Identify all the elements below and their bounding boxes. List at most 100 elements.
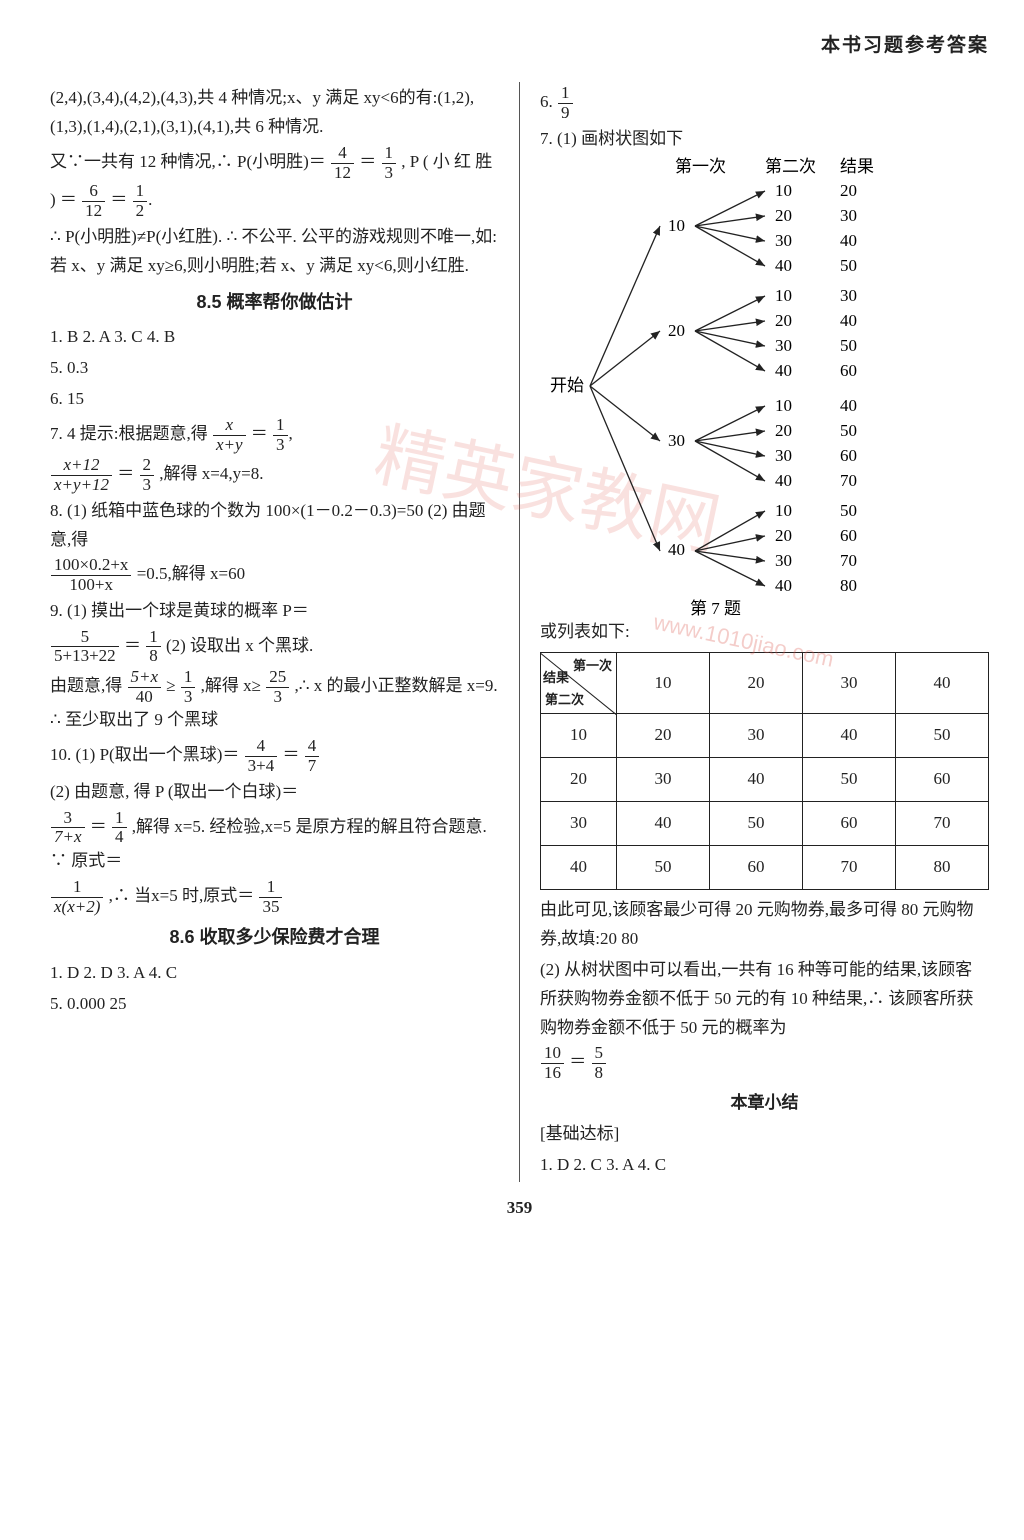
s85-a10a: 10. (1) P(取出一个黑球)＝ 43+4 ＝ 47 — [50, 737, 499, 775]
left-p3: ∴ P(小明胜)≠P(小红胜). ∴ 不公平. 公平的游戏规则不唯一,如:若 x… — [50, 223, 499, 281]
svg-text:20: 20 — [840, 181, 857, 200]
svg-text:70: 70 — [840, 551, 857, 570]
r-after2-frac: 1016 ＝ 58 — [540, 1044, 989, 1082]
table-row: 4050607080 — [541, 846, 989, 890]
svg-text:40: 40 — [668, 540, 685, 559]
tree-hdr1: 第一次 — [675, 157, 726, 176]
svg-text:30: 30 — [775, 446, 792, 465]
page-number: 359 — [50, 1194, 989, 1223]
txt: ,∴ 当x=5 时,原式＝ — [109, 886, 255, 905]
svg-text:40: 40 — [840, 311, 857, 330]
frac: 1x(x+2) — [51, 878, 103, 916]
frac: 43+4 — [245, 737, 278, 775]
svg-text:40: 40 — [775, 576, 792, 595]
svg-text:10: 10 — [668, 216, 685, 235]
s85-a6: 6. 15 — [50, 385, 499, 414]
tree-diagram: 第一次 第二次 结果 开始 10 1020 2030 3040 4050 20 … — [540, 156, 900, 616]
col-h: 10 — [617, 653, 710, 714]
txt: (2) 从树状图中可以看出,一共有 16 种等可能的结果,该顾客所获购物券金额不… — [540, 960, 974, 1037]
diag-bot: 第二次 — [545, 689, 584, 711]
svg-text:20: 20 — [775, 206, 792, 225]
svg-text:40: 40 — [775, 361, 792, 380]
txt: 7. 4 提示:根据题意,得 — [50, 424, 208, 443]
txt: 6. — [540, 92, 557, 111]
frac: 612 — [82, 182, 105, 220]
s85-a8b: 100×0.2+x100+x =0.5,解得 x=60 — [50, 556, 499, 594]
frac: 37+x — [51, 809, 85, 847]
svg-text:70: 70 — [840, 471, 857, 490]
svg-text:30: 30 — [668, 431, 685, 450]
s85-a7: 7. 4 提示:根据题意,得 xx+y ＝ 13, — [50, 416, 499, 454]
svg-text:60: 60 — [840, 446, 857, 465]
svg-text:20: 20 — [668, 321, 685, 340]
svg-text:40: 40 — [840, 231, 857, 250]
svg-text:20: 20 — [775, 526, 792, 545]
svg-text:60: 60 — [840, 361, 857, 380]
frac: 253 — [266, 668, 289, 706]
r-after1: 由此可见,该顾客最少可得 20 元购物券,最多可得 80 元购物券,故填:20 … — [540, 896, 989, 954]
svg-text:30: 30 — [775, 551, 792, 570]
probability-table: 第一次 结果 第二次 10 20 30 40 1020304050 203040… — [540, 652, 989, 890]
s85-a8: 8. (1) 纸箱中蓝色球的个数为 100×(1－0.2－0.3)=50 (2)… — [50, 497, 499, 555]
summary-a1: 1. D 2. C 3. A 4. C — [540, 1151, 989, 1180]
frac: 5+x40 — [128, 668, 162, 706]
svg-text:30: 30 — [775, 231, 792, 250]
svg-text:10: 10 — [775, 181, 792, 200]
frac: 100×0.2+x100+x — [51, 556, 131, 594]
svg-text:50: 50 — [840, 256, 857, 275]
svg-text:50: 50 — [840, 501, 857, 520]
svg-text:50: 50 — [840, 421, 857, 440]
s85-a10b: (2) 由题意, 得 P (取出一个白球)＝ — [50, 778, 499, 807]
frac: 12 — [133, 182, 148, 220]
txt: 又∵一共有 12 种情况,∴ P(小明胜)＝ — [50, 152, 326, 171]
summary-sub: [基础达标] — [540, 1120, 989, 1149]
col-h: 30 — [803, 653, 896, 714]
txt: ,解得 x=4,y=8. — [159, 464, 263, 483]
chapter-summary-title: 本章小结 — [540, 1089, 989, 1118]
left-p2: 又∵一共有 12 种情况,∴ P(小明胜)＝ 412 ＝ 13 , P ( 小 … — [50, 144, 499, 221]
svg-text:10: 10 — [775, 396, 792, 415]
table-intro: 或列表如下: — [540, 618, 989, 647]
svg-text:80: 80 — [840, 576, 857, 595]
frac: 13 — [181, 668, 196, 706]
frac: 135 — [259, 878, 282, 916]
r-a6: 6. 19 — [540, 84, 989, 122]
tree-caption: 第 7 题 — [690, 599, 741, 616]
s86-a1: 1. D 2. D 3. A 4. C — [50, 959, 499, 988]
txt: 10. (1) P(取出一个黑球)＝ — [50, 745, 239, 764]
table-row: 3040506070 — [541, 802, 989, 846]
section-86-title: 8.6 收取多少保险费才合理 — [50, 922, 499, 953]
content-columns: (2,4),(3,4),(4,2),(4,3),共 4 种情况;x、y 满足 x… — [50, 82, 989, 1181]
svg-text:30: 30 — [840, 286, 857, 305]
table-row: 1020304050 — [541, 714, 989, 758]
s85-a1: 1. B 2. A 3. C 4. B — [50, 323, 499, 352]
s85-a10d: 1x(x+2) ,∴ 当x=5 时,原式＝ 135 — [50, 878, 499, 916]
r-after2: (2) 从树状图中可以看出,一共有 16 种等可能的结果,该顾客所获购物券金额不… — [540, 956, 989, 1043]
svg-text:10: 10 — [775, 286, 792, 305]
frac: 18 — [146, 628, 161, 666]
svg-text:40: 40 — [840, 396, 857, 415]
frac: 13 — [382, 144, 397, 182]
s85-a5: 5. 0.3 — [50, 354, 499, 383]
page-header: 本书习题参考答案 — [50, 30, 989, 62]
section-85-title: 8.5 概率帮你做估计 — [50, 287, 499, 318]
svg-text:20: 20 — [775, 421, 792, 440]
svg-text:60: 60 — [840, 526, 857, 545]
table-row: 2030405060 — [541, 758, 989, 802]
frac: x+12x+y+12 — [51, 456, 112, 494]
diag-top: 第一次 — [573, 655, 612, 677]
frac: xx+y — [213, 416, 246, 454]
txt: ,解得 x≥ — [201, 676, 261, 695]
s86-a5: 5. 0.000 25 — [50, 990, 499, 1019]
frac: 23 — [140, 456, 155, 494]
tree-start: 开始 — [550, 376, 584, 395]
s85-a9b: 55+13+22 ＝ 18 (2) 设取出 x 个黑球. — [50, 628, 499, 666]
s85-a9c: 由题意,得 5+x40 ≥ 13 ,解得 x≥ 253 ,∴ x 的最小正整数解… — [50, 668, 499, 735]
r-a7a: 7. (1) 画树状图如下 — [540, 125, 989, 154]
svg-text:20: 20 — [775, 311, 792, 330]
frac: 14 — [112, 809, 127, 847]
svg-text:30: 30 — [775, 336, 792, 355]
left-column: (2,4),(3,4),(4,2),(4,3),共 4 种情况;x、y 满足 x… — [50, 82, 507, 1181]
frac: 58 — [592, 1044, 607, 1082]
txt: 由题意,得 — [50, 676, 122, 695]
